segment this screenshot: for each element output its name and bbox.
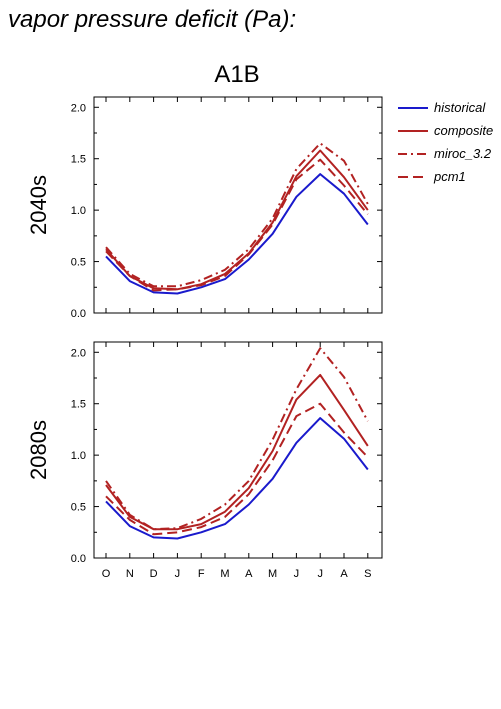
x-tick-label: S — [364, 568, 371, 580]
panel-frame — [93, 341, 383, 559]
legend-label-historical: historical — [434, 100, 486, 115]
legend: historical composite miroc_3.2 pcm1 — [398, 96, 493, 188]
x-tick-label: O — [102, 568, 111, 580]
series-line-historical — [105, 173, 369, 295]
y-tick-label: 1.0 — [71, 450, 86, 462]
y-tick-label: 1.0 — [71, 205, 86, 217]
panel-label: 2040s — [26, 175, 51, 235]
legend-item-pcm1: pcm1 — [398, 165, 493, 188]
figure-title: vapor pressure deficit (Pa): — [8, 6, 297, 33]
legend-swatch-historical — [398, 106, 428, 109]
x-tick-label: N — [126, 568, 134, 580]
y-tick-label: 0.0 — [71, 553, 86, 565]
series-line-composite — [105, 149, 369, 291]
x-tick-label: J — [294, 568, 300, 580]
legend-swatch-pcm1 — [398, 175, 428, 178]
series-line-pcm1 — [105, 158, 369, 292]
panel-label: 2080s — [26, 420, 51, 480]
series-line-historical — [105, 417, 369, 540]
scenario-title: A1B — [214, 61, 259, 88]
x-tick-label: D — [150, 568, 158, 580]
legend-item-composite: composite — [398, 119, 493, 142]
y-tick-label: 2.0 — [71, 102, 86, 114]
series-line-pcm1 — [105, 402, 369, 536]
y-tick-label: 1.5 — [71, 154, 86, 166]
panel-frame — [93, 96, 383, 314]
series-line-miroc-3-2 — [105, 347, 369, 531]
series-line-composite — [105, 373, 369, 531]
x-tick-label: F — [198, 568, 205, 580]
x-tick-label: A — [245, 568, 253, 580]
x-tick-label: J — [175, 568, 181, 580]
y-tick-label: 2.0 — [71, 347, 86, 359]
x-tick-label: M — [268, 568, 277, 580]
legend-swatch-composite — [398, 129, 428, 132]
legend-label-miroc: miroc_3.2 — [434, 146, 492, 161]
legend-swatch-miroc — [398, 152, 428, 155]
legend-item-historical: historical — [398, 96, 493, 119]
x-tick-label: A — [340, 568, 348, 580]
y-tick-label: 1.5 — [71, 399, 86, 411]
legend-label-composite: composite — [434, 123, 494, 138]
y-tick-label: 0.5 — [71, 502, 86, 514]
x-tick-label: M — [220, 568, 229, 580]
legend-label-pcm1: pcm1 — [434, 169, 466, 184]
y-tick-label: 0.5 — [71, 257, 86, 269]
legend-item-miroc: miroc_3.2 — [398, 142, 493, 165]
x-tick-label: J — [317, 568, 323, 580]
series-line-miroc-3-2 — [105, 142, 369, 288]
y-tick-label: 0.0 — [71, 308, 86, 320]
